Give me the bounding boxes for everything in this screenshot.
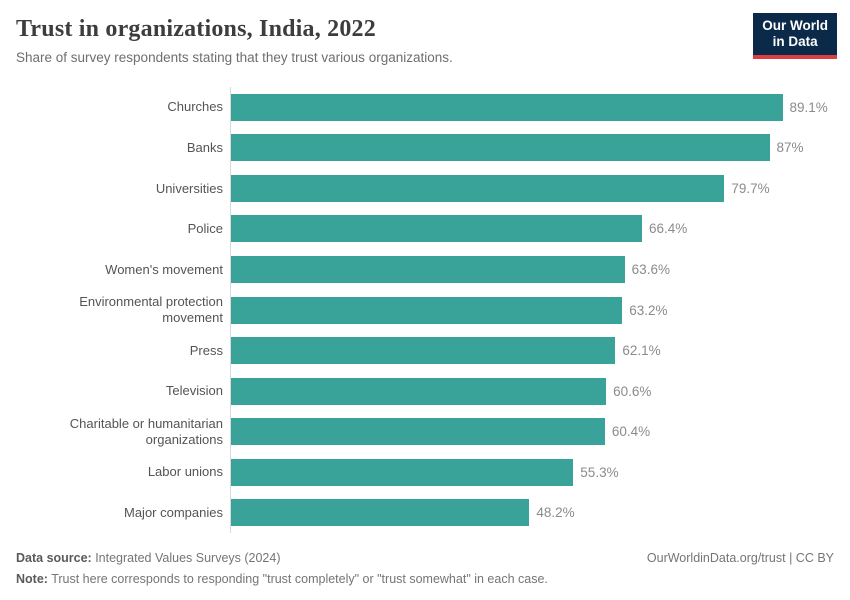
bar[interactable] (231, 134, 770, 162)
bar-row: Universities 79.7% (15, 168, 850, 209)
bar-row: Police 66.4% (15, 208, 850, 250)
category-label: Charitable or humanitarian organizations (69, 416, 223, 447)
bar[interactable] (231, 174, 725, 202)
category-label: Environmental protection movement (79, 294, 223, 325)
value-label: 60.4% (611, 424, 651, 440)
data-source-label: Data source: (16, 551, 92, 565)
bar-row: Environmental protection movement 63.2% (15, 289, 850, 331)
footer-note-line: Note: Trust here corresponds to respondi… (16, 572, 834, 586)
data-source-text: Data source: Integrated Values Surveys (… (16, 551, 281, 565)
bar[interactable] (231, 93, 783, 121)
bar[interactable] (231, 296, 623, 324)
note-label: Note: (16, 572, 48, 586)
bar-row: Banks 87% (15, 127, 850, 169)
bar-track: 60.6% (230, 370, 850, 412)
value-label: 48.2% (536, 505, 575, 521)
value-label: 60.6% (613, 383, 652, 399)
value-label: 55.3% (580, 464, 619, 480)
value-label: 62.1% (622, 343, 661, 359)
attribution-link[interactable]: OurWorldinData.org/trust | CC BY (646, 551, 834, 565)
value-label: 79.7% (731, 180, 770, 196)
category-label: Press (189, 342, 223, 358)
note-text: Trust here corresponds to responding "tr… (47, 572, 548, 586)
bar-track: 62.1% (230, 330, 850, 371)
bar-row: Television 60.6% (15, 370, 850, 412)
value-label: 89.1% (789, 99, 828, 115)
category-label: Banks (186, 140, 223, 156)
category-label: Labor unions (147, 464, 223, 480)
bar-row: Churches 89.1% (15, 87, 850, 128)
owid-logo-line2: in Data (772, 34, 818, 50)
category-label: Women's movement (105, 261, 223, 277)
bar[interactable] (231, 377, 607, 405)
bar[interactable] (231, 255, 625, 283)
bar-row: Women's movement 63.6% (15, 249, 850, 290)
category-label: Major companies (124, 504, 223, 520)
bar[interactable] (231, 337, 616, 365)
bar-track: 48.2% (230, 492, 850, 534)
value-label: 63.2% (629, 302, 668, 318)
footer-source-line: Data source: Integrated Values Surveys (… (16, 551, 834, 565)
bar-track: 89.1% (230, 87, 850, 128)
chart-footer: Data source: Integrated Values Surveys (… (16, 551, 834, 586)
page-title: Trust in organizations, India, 2022 (16, 16, 376, 42)
category-label: Universities (155, 180, 223, 196)
bar-chart: Churches 89.1% Banks 87% Universities 79.7% Po… (15, 87, 850, 534)
bar-track: 55.3% (230, 451, 850, 493)
bar-row: Labor unions 55.3% (15, 451, 850, 493)
category-label: Television (165, 383, 223, 399)
category-label: Churches (167, 99, 223, 115)
bar-track: 66.4% (230, 208, 850, 250)
bar[interactable] (231, 458, 574, 486)
bar-row: Major companies 48.2% (15, 492, 850, 534)
value-label: 63.6% (631, 261, 670, 277)
bar[interactable] (231, 215, 643, 243)
bar-track: 63.2% (230, 289, 850, 331)
page-subtitle: Share of survey respondents stating that… (16, 50, 453, 65)
bar-track: 87% (230, 127, 850, 169)
data-source-value: Integrated Values Surveys (2024) (91, 551, 281, 565)
owid-logo[interactable]: Our World in Data (753, 13, 837, 59)
value-label: 66.4% (649, 221, 688, 237)
bar-row: Charitable or humanitarian organizations… (15, 411, 850, 452)
value-label: 87% (776, 140, 804, 156)
bar-track: 60.4% (230, 411, 850, 452)
owid-logo-line1: Our World (762, 18, 828, 33)
category-label: Police (187, 221, 223, 237)
bar[interactable] (231, 499, 530, 527)
bar-track: 63.6% (230, 249, 850, 290)
bar-track: 79.7% (230, 168, 850, 209)
chart-header: Trust in organizations, India, 2022 Shar… (0, 0, 850, 65)
bar-row: Press 62.1% (15, 330, 850, 371)
bar[interactable] (231, 418, 605, 446)
